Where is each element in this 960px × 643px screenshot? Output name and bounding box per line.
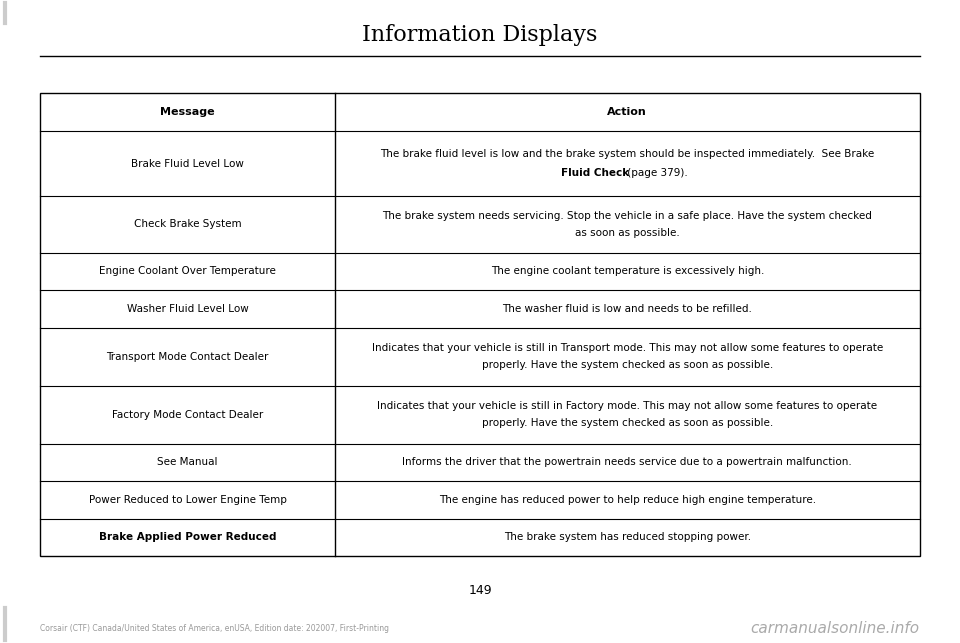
Text: Brake Fluid Level Low: Brake Fluid Level Low [132,159,244,168]
Text: Fluid Check: Fluid Check [562,168,630,178]
Text: The brake system has reduced stopping power.: The brake system has reduced stopping po… [504,532,751,543]
Text: as soon as possible.: as soon as possible. [575,228,680,238]
Bar [40,93,920,556]
Text: The brake system needs servicing. Stop the vehicle in a safe place. Have the sys: The brake system needs servicing. Stop t… [382,211,873,221]
Text: Check Brake System: Check Brake System [133,219,241,230]
Text: Transport Mode Contact Dealer: Transport Mode Contact Dealer [107,352,269,361]
Text: 149: 149 [468,584,492,597]
Text: Information Displays: Information Displays [362,24,598,46]
Text: The engine coolant temperature is excessively high.: The engine coolant temperature is excess… [491,266,764,276]
Text: Indicates that your vehicle is still in Factory mode. This may not allow some fe: Indicates that your vehicle is still in … [377,401,877,411]
Text: Power Reduced to Lower Engine Temp: Power Reduced to Lower Engine Temp [88,495,286,505]
Text: The washer fluid is low and needs to be refilled.: The washer fluid is low and needs to be … [502,303,753,314]
Text: Washer Fluid Level Low: Washer Fluid Level Low [127,303,249,314]
Text: Engine Coolant Over Temperature: Engine Coolant Over Temperature [99,266,276,276]
Text: Action: Action [608,107,647,117]
Text: Informs the driver that the powertrain needs service due to a powertrain malfunc: Informs the driver that the powertrain n… [402,457,852,467]
Text: Corsair (CTF) Canada/United States of America, enUSA, Edition date: 202007, Firs: Corsair (CTF) Canada/United States of Am… [40,624,390,633]
Text: (page 379).: (page 379). [624,168,688,178]
Text: The brake fluid level is low and the brake system should be inspected immediatel: The brake fluid level is low and the bra… [380,149,875,159]
Text: Message: Message [160,107,215,117]
Text: The engine has reduced power to help reduce high engine temperature.: The engine has reduced power to help red… [439,495,816,505]
Text: Brake Applied Power Reduced: Brake Applied Power Reduced [99,532,276,543]
Text: Indicates that your vehicle is still in Transport mode. This may not allow some : Indicates that your vehicle is still in … [372,343,883,353]
Text: carmanualsonline.info: carmanualsonline.info [751,621,920,637]
Text: properly. Have the system checked as soon as possible.: properly. Have the system checked as soo… [482,360,773,370]
Text: Factory Mode Contact Dealer: Factory Mode Contact Dealer [112,410,263,420]
Text: See Manual: See Manual [157,457,218,467]
Text: properly. Have the system checked as soon as possible.: properly. Have the system checked as soo… [482,419,773,428]
